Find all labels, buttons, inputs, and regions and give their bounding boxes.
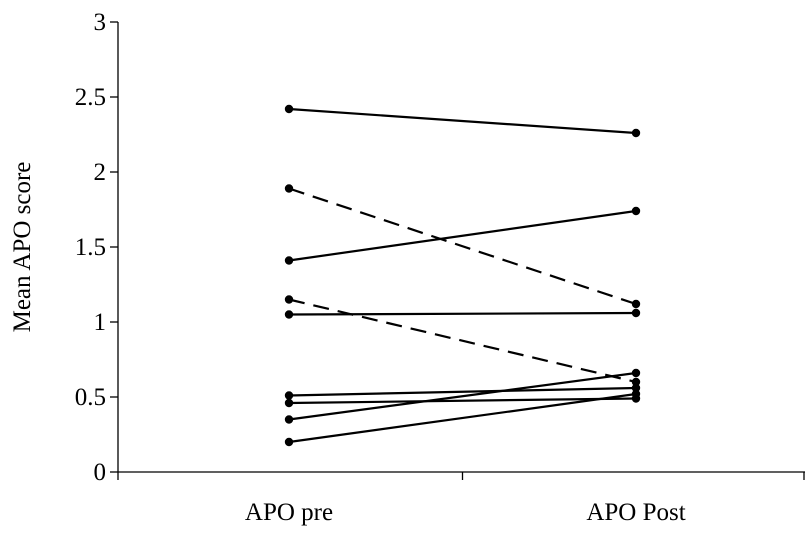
x-axis-ticks: APO pre APO Post [117,472,805,526]
data-point [284,398,294,408]
series-line [288,386,637,397]
series-line [288,298,637,384]
series-line [288,371,637,421]
series-4 [284,295,641,387]
data-point [284,184,294,193]
series-7 [284,394,641,408]
series-1 [284,104,641,138]
series-line [288,397,637,405]
data-point [284,256,294,265]
series-line [288,209,637,262]
y-tick-label: 0.5 [75,384,106,411]
series-line [288,311,637,316]
data-point [284,391,294,400]
data-point [631,368,641,378]
series-3 [284,206,641,265]
y-tick-label: 3 [94,9,107,36]
data-point [631,389,641,399]
x-category-label: APO pre [245,499,333,526]
series-8 [284,368,641,424]
series-line [288,392,637,444]
data-point [284,437,294,447]
y-tick-label: 2 [94,159,107,186]
data-point [631,128,641,138]
data-point [631,299,641,309]
y-tick-label: 1 [94,309,107,336]
series-group [284,104,641,447]
y-tick-label: 2.5 [75,84,106,111]
series-line [288,187,637,306]
data-point [631,377,641,387]
y-tick-label: 0 [94,459,107,486]
data-point [284,415,294,424]
data-point [284,295,294,304]
series-5 [284,308,641,319]
data-point [284,310,294,319]
data-point [631,206,641,216]
series-6 [284,383,641,400]
x-category-label: APO Post [586,499,685,526]
data-point [631,383,641,393]
series-9 [284,389,641,447]
y-axis-title: Mean APO score [9,162,36,333]
series-line [288,107,637,135]
y-axis-ticks: 0 0.5 1 1.5 2 2.5 3 [75,9,118,486]
y-tick-label: 1.5 [75,234,106,261]
series-2 [284,184,641,309]
data-point [631,308,641,318]
data-point [284,104,294,114]
